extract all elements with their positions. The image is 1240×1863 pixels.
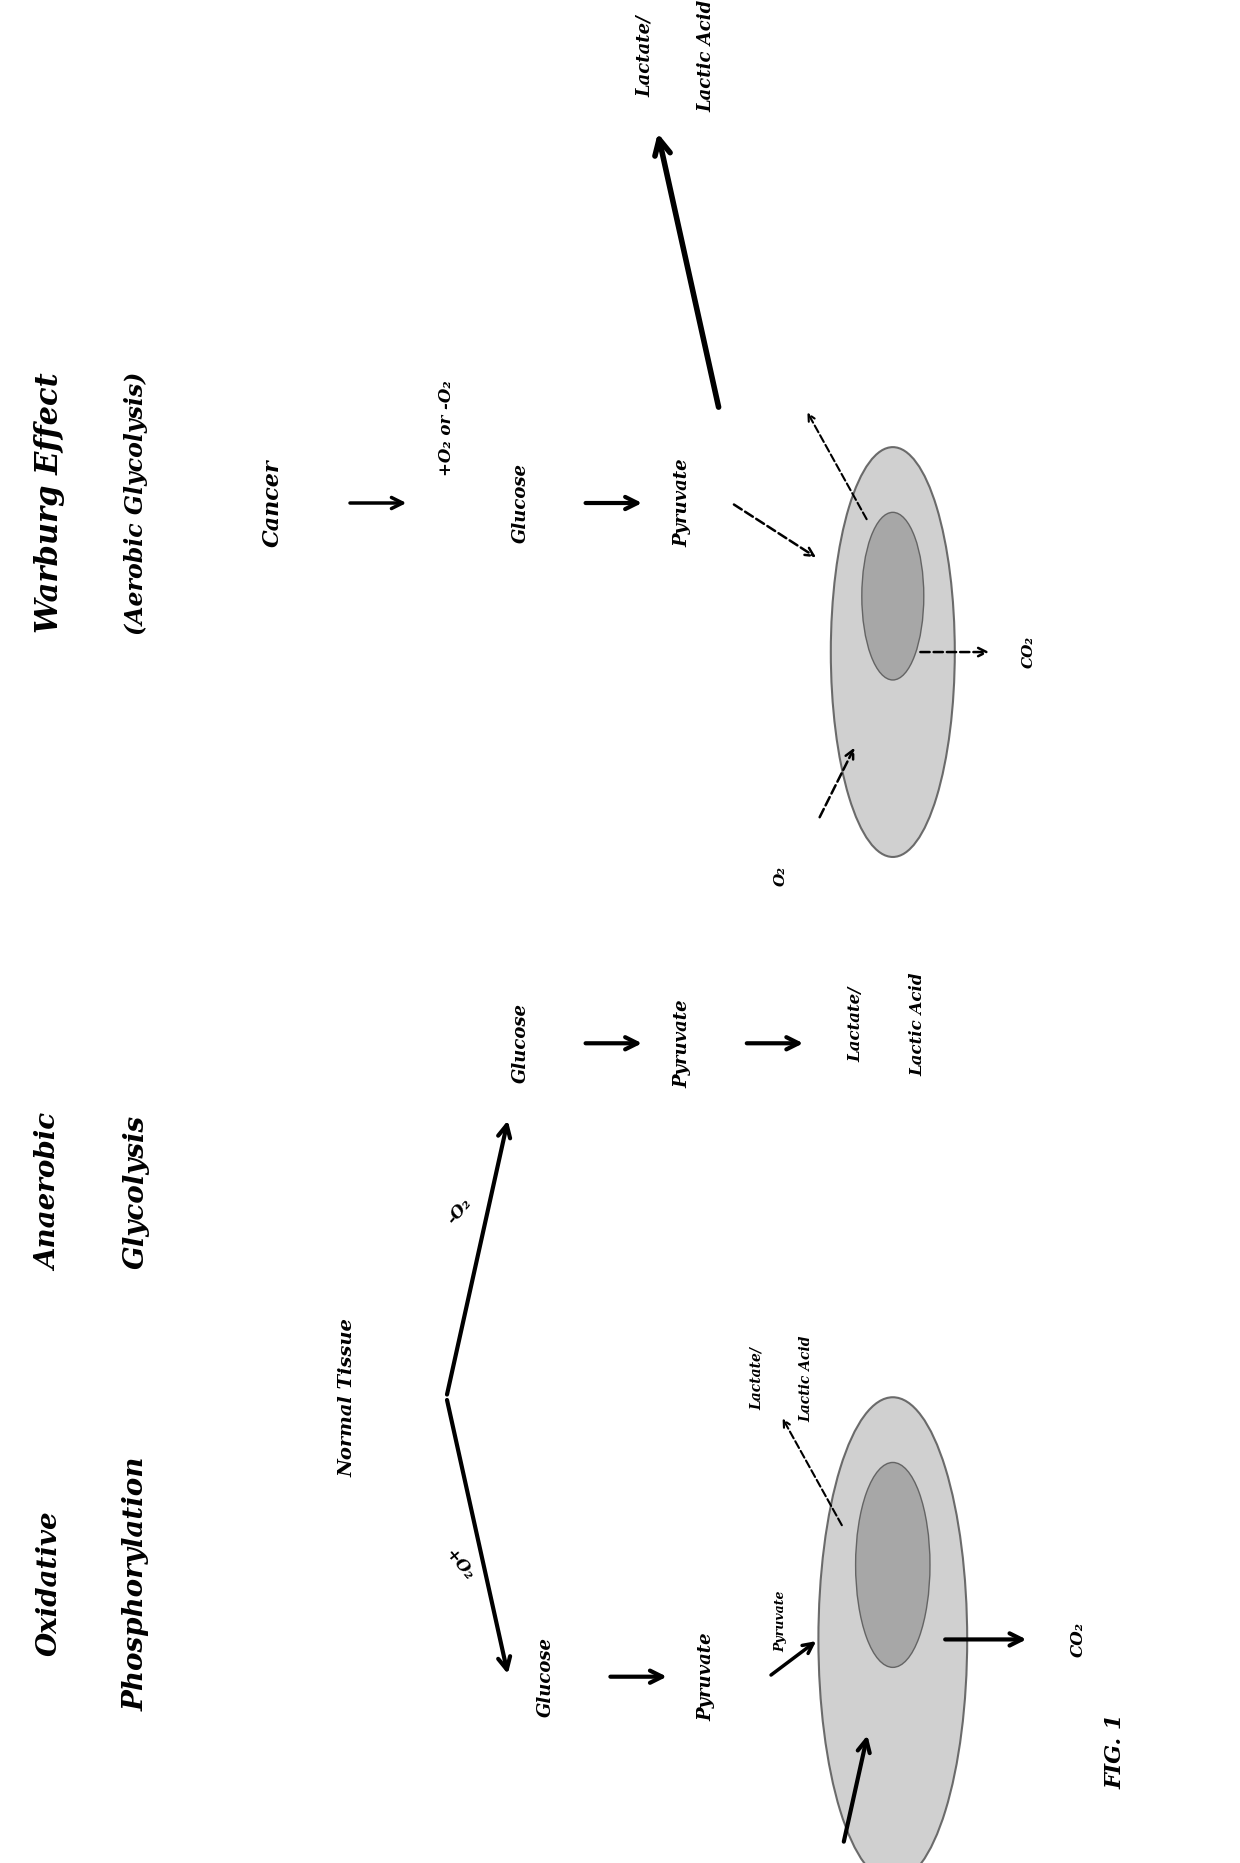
Text: Lactate/: Lactate/ [847,987,864,1062]
Text: Glucose: Glucose [512,1004,529,1082]
Text: +O₂ or -O₂: +O₂ or -O₂ [438,380,455,477]
Text: Pyruvate: Pyruvate [698,1632,715,1721]
Text: Lactic Acid: Lactic Acid [909,972,926,1077]
Ellipse shape [818,1397,967,1863]
Text: -O₂: -O₂ [443,1194,475,1228]
Text: Lactate/: Lactate/ [749,1347,764,1410]
Ellipse shape [831,447,955,857]
Text: Normal Tissue: Normal Tissue [339,1317,356,1477]
Text: Phosphorylation: Phosphorylation [123,1457,150,1710]
Text: O₂: O₂ [774,866,789,885]
Text: (Aerobic Glycolysis): (Aerobic Glycolysis) [124,371,149,635]
Text: CO₂: CO₂ [1070,1623,1087,1656]
Text: Glucose: Glucose [537,1638,554,1716]
Text: +O₂: +O₂ [441,1546,476,1584]
Text: Pyruvate: Pyruvate [673,458,691,548]
Text: Anaerobic: Anaerobic [36,1114,63,1271]
Text: Lactic Acid: Lactic Acid [698,0,715,112]
Text: Glucose: Glucose [512,464,529,542]
Text: Lactic Acid: Lactic Acid [799,1336,813,1421]
Ellipse shape [862,512,924,680]
Text: Pyruvate: Pyruvate [775,1589,787,1652]
Text: Cancer: Cancer [262,458,284,548]
Text: Oxidative: Oxidative [36,1511,63,1656]
Ellipse shape [856,1462,930,1667]
Text: CO₂: CO₂ [1022,635,1037,669]
Text: FIG. 1: FIG. 1 [1105,1714,1127,1788]
Text: Lactate/: Lactate/ [636,15,653,97]
Text: Glycolysis: Glycolysis [123,1116,150,1269]
Text: Warburg Effect: Warburg Effect [33,373,66,633]
Text: Pyruvate: Pyruvate [673,999,691,1088]
